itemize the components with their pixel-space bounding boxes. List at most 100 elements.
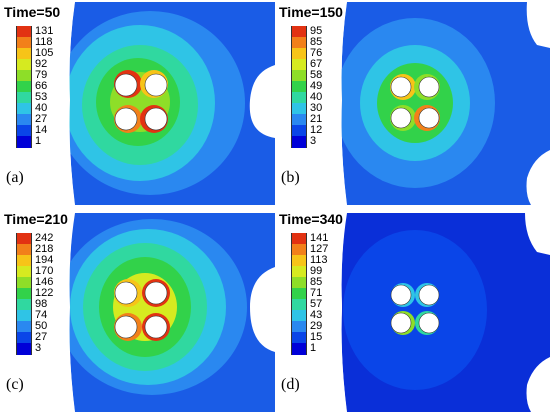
legend-swatch [291,299,307,311]
legend-swatch [291,81,307,93]
legend-swatch [291,277,307,289]
legend-swatch [291,92,307,104]
legend-swatch [291,48,307,60]
legend-value: 29 [310,320,323,332]
legend-value: 99 [310,265,323,277]
legend-value: 242 [35,232,54,244]
legend-swatch [16,70,32,82]
legend-value: 98 [35,298,48,310]
legend-swatch [291,26,307,38]
color-legend-c: 242 218 194 170 146 122 98 74 50 27 3 [16,233,53,355]
legend-value: 40 [310,91,323,103]
legend-swatch [291,288,307,300]
legend-swatch [16,48,32,60]
contour-plot-c [0,207,275,414]
legend-swatch [16,233,32,245]
legend-swatch [16,26,32,38]
legend-swatch [291,103,307,115]
contour-panel-b: Time=150 95 85 76 67 58 49 40 30 21 12 3 (b) [275,0,550,207]
panel-label-c: (c) [6,376,24,393]
legend-value: 12 [310,124,323,136]
legend-value: 67 [310,58,323,70]
color-legend-d: 141 127 113 99 85 71 57 43 29 15 1 [291,233,328,355]
legend-swatch [16,255,32,267]
legend-value: 85 [310,276,323,288]
legend-swatch [16,310,32,322]
legend-value: 95 [310,25,323,37]
contour-panel-a: Time=50 131 118 105 92 79 66 53 40 27 14 1 (a) [0,0,275,207]
legend-value: 30 [310,102,323,114]
contour-panel-d: Time=340 141 127 113 99 85 71 57 43 29 15 1 (d) [275,207,550,414]
legend-value: 3 [310,135,317,147]
legend-swatch [291,233,307,245]
legend-swatch [16,59,32,71]
legend-value: 122 [35,287,54,299]
legend-swatch [16,332,32,344]
panel-label-a: (a) [6,169,24,186]
legend-swatch [291,255,307,267]
legend-value: 66 [35,80,48,92]
legend-value: 50 [35,320,48,332]
legend-value: 146 [35,276,54,288]
legend-swatch [16,266,32,278]
time-label-a: Time=50 [4,4,61,20]
legend-value: 57 [310,298,323,310]
time-label-c: Time=210 [4,211,68,227]
legend-swatch [16,343,32,355]
legend-swatch [16,81,32,93]
legend-swatch [16,299,32,311]
color-legend-b: 95 85 76 67 58 49 40 30 21 12 3 [291,26,322,148]
legend-swatch [16,125,32,137]
legend-swatch [16,321,32,333]
legend-value: 21 [310,113,323,125]
legend-value: 53 [35,91,48,103]
legend-swatch [291,321,307,333]
contour-plot-d [275,207,550,414]
legend-value: 141 [310,232,329,244]
legend-swatch [16,277,32,289]
time-label-b: Time=150 [279,4,343,20]
legend-swatch [16,92,32,104]
legend-swatch [291,136,307,148]
legend-value: 76 [310,47,323,59]
legend-value: 127 [310,243,329,255]
panel-label-b: (b) [281,169,300,186]
legend-swatch [291,244,307,256]
legend-value: 15 [310,331,323,343]
legend-value: 105 [35,47,54,59]
legend-swatch [291,37,307,49]
time-label-d: Time=340 [279,211,343,227]
legend-value: 27 [35,331,48,343]
legend-swatch [16,288,32,300]
legend-value: 92 [35,58,48,70]
legend-value: 194 [35,254,54,266]
color-legend-a: 131 118 105 92 79 66 53 40 27 14 1 [16,26,53,148]
legend-value: 218 [35,243,54,255]
legend-swatch [291,59,307,71]
legend-value: 85 [310,36,323,48]
legend-value: 27 [35,113,48,125]
legend-swatch [16,114,32,126]
legend-value: 40 [35,102,48,114]
legend-value: 74 [35,309,48,321]
panel-label-d: (d) [281,376,300,393]
legend-value: 14 [35,124,48,136]
legend-value: 71 [310,287,323,299]
contour-plot-b [275,0,550,207]
legend-swatch [291,125,307,137]
legend-value: 58 [310,69,323,81]
legend-swatch [291,114,307,126]
legend-swatch [291,332,307,344]
legend-value: 3 [35,342,42,354]
contour-plot-a [0,0,275,207]
legend-value: 170 [35,265,54,277]
legend-value: 131 [35,25,54,37]
legend-value: 43 [310,309,323,321]
legend-swatch [291,70,307,82]
legend-value: 49 [310,80,323,92]
legend-value: 113 [310,254,328,266]
legend-swatch [291,266,307,278]
legend-swatch [291,343,307,355]
legend-swatch [291,310,307,322]
legend-swatch [16,37,32,49]
